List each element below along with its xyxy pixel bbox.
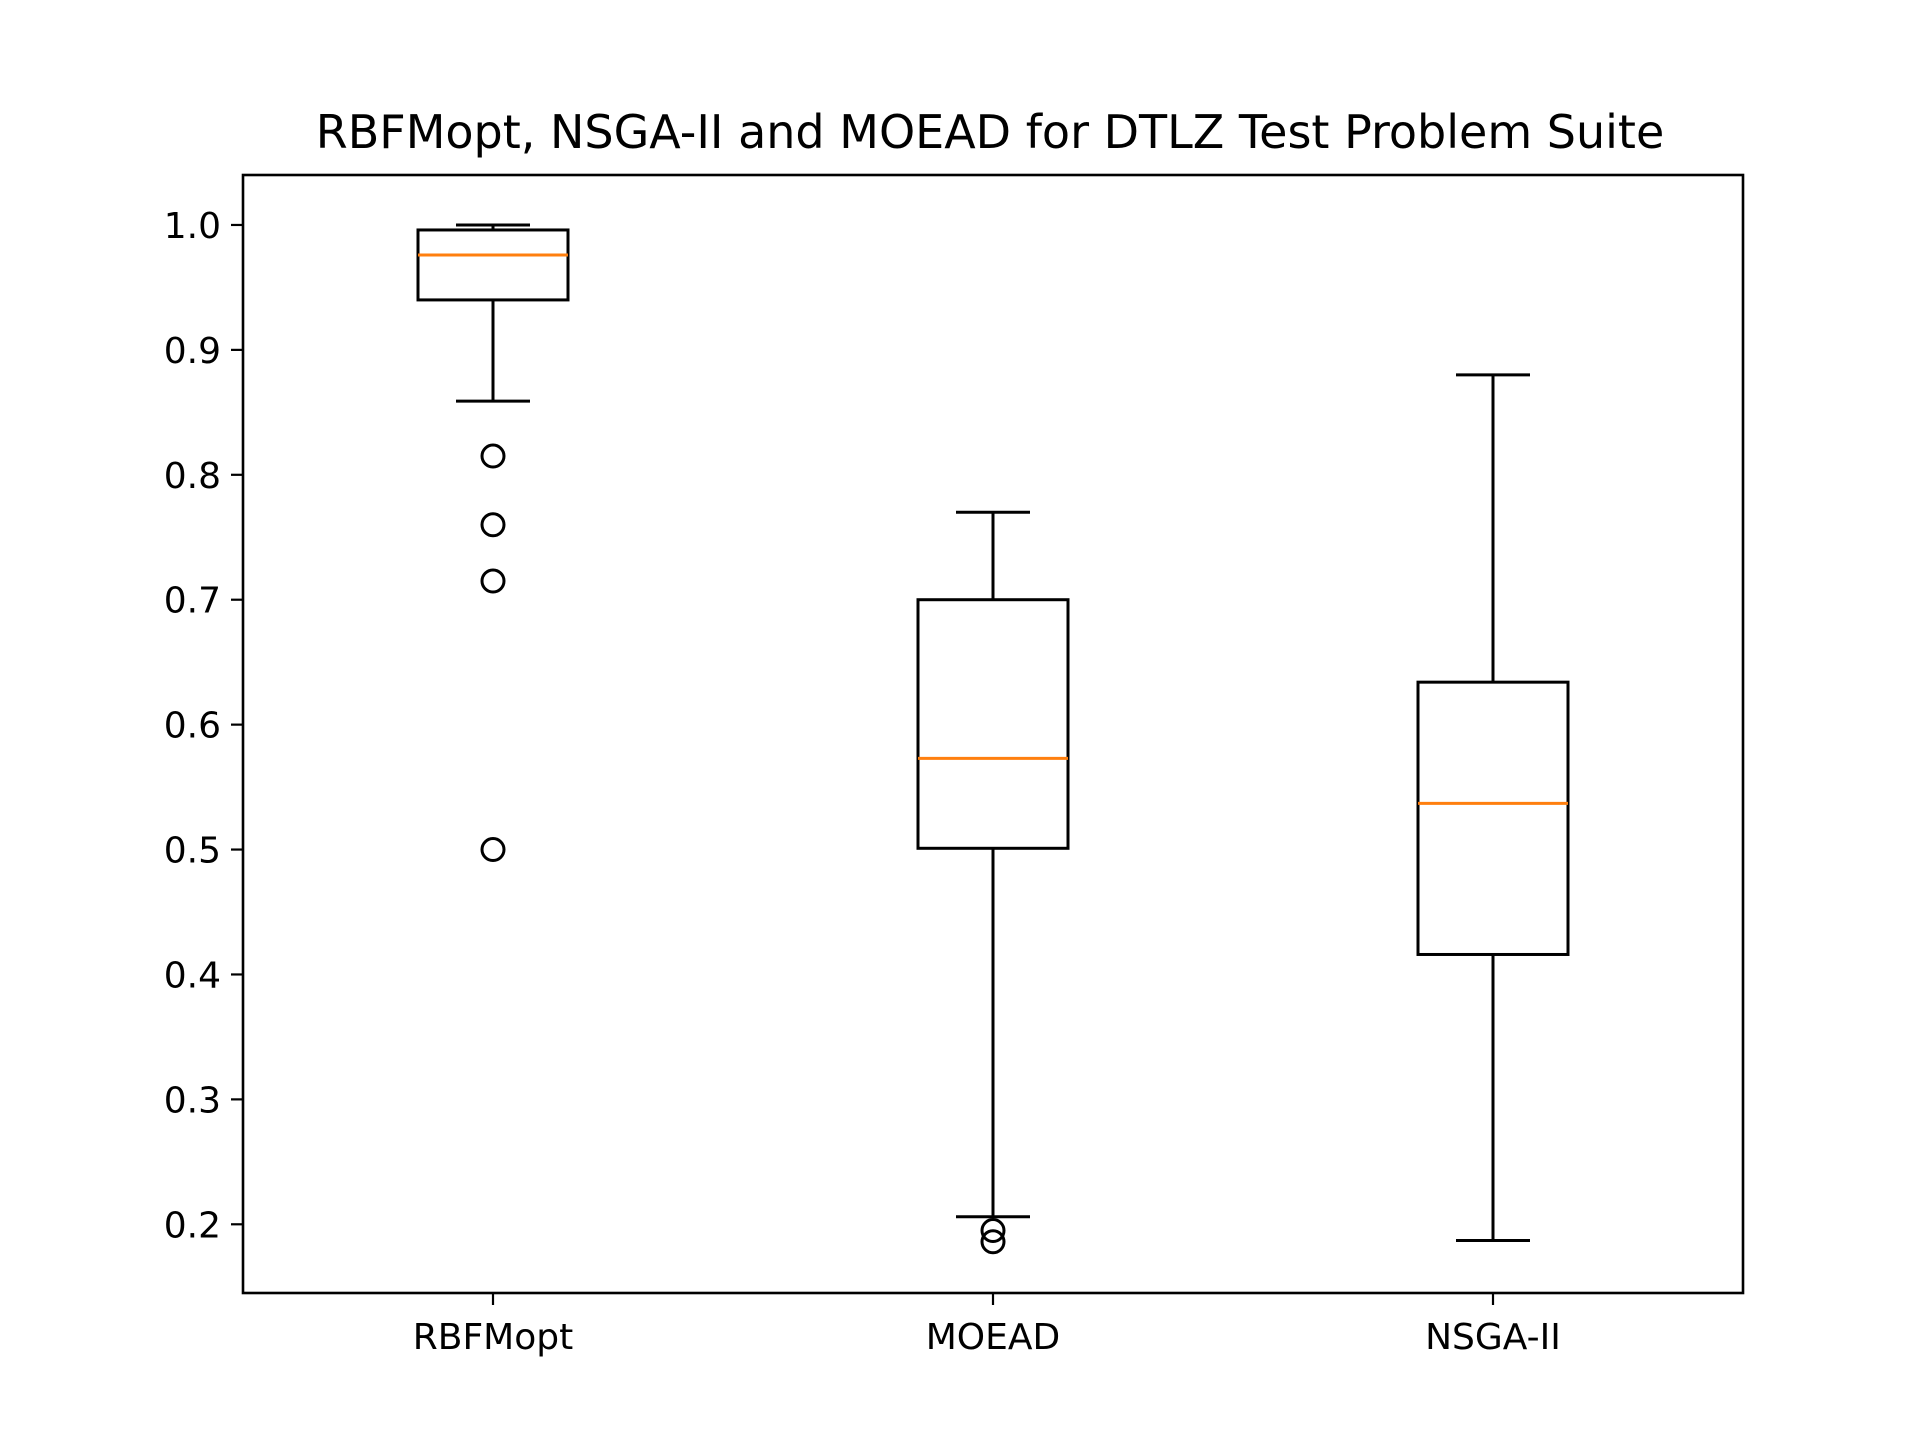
x-tick-label: MOEAD (926, 1317, 1061, 1358)
interquartile-box (916, 598, 1070, 850)
box-rbfmopt (416, 223, 570, 863)
y-tick-label: 1.0 (164, 206, 221, 247)
box-moead (916, 510, 1070, 1255)
outlier-point (980, 1229, 1006, 1255)
x-axis: RBFMopt MOEAD NSGA-II (413, 1293, 1561, 1358)
y-tick-label: 0.9 (164, 331, 221, 372)
y-axis: 0.2 0.3 0.4 0.5 0.6 0.7 0.8 0.9 1.0 (164, 206, 243, 1246)
interquartile-box (416, 228, 570, 302)
outlier-point (980, 1218, 1006, 1244)
box-nsga-ii (1416, 373, 1570, 1243)
x-tick-label: NSGA-II (1425, 1317, 1561, 1358)
y-tick-label: 0.7 (164, 581, 221, 622)
y-tick-label: 0.5 (164, 831, 221, 872)
outlier-point (480, 568, 506, 594)
y-tick-label: 0.4 (164, 955, 221, 996)
y-tick-label: 0.8 (164, 456, 221, 497)
outlier-point (480, 512, 506, 538)
y-tick-label: 0.3 (164, 1080, 221, 1121)
y-tick-label: 0.6 (164, 706, 221, 747)
outlier-point (480, 443, 506, 469)
plot-area (416, 223, 1570, 1255)
outlier-point (480, 837, 506, 863)
chart-title: RBFMopt, NSGA-II and MOEAD for DTLZ Test… (316, 105, 1665, 159)
x-tick-label: RBFMopt (413, 1317, 573, 1358)
y-tick-label: 0.2 (164, 1205, 221, 1246)
interquartile-box (1416, 680, 1570, 956)
